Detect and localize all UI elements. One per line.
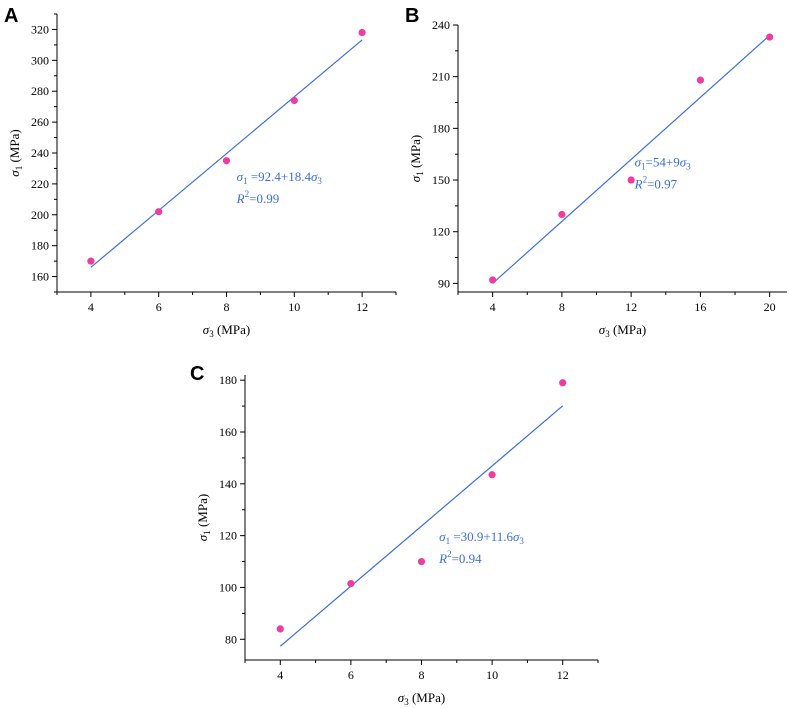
panel-label: C: [190, 363, 204, 385]
panel-label: B: [405, 5, 419, 27]
y-tick-label: 140: [219, 477, 237, 491]
data-point: [627, 176, 635, 184]
x-tick-label: 10: [288, 300, 300, 314]
x-tick-label: 8: [419, 668, 425, 682]
y-tick-label: 240: [432, 18, 450, 32]
y-tick-label: 240: [31, 146, 49, 160]
x-tick-label: 6: [156, 300, 162, 314]
y-tick-label: 200: [31, 208, 49, 222]
y-tick-label: 180: [31, 239, 49, 253]
r-squared: R2=0.94: [438, 549, 482, 566]
chart-panel-c: C 4 6 8 10 12 80 100 120 140 160 180 σ3 (MPa) σ1 (MPa…: [190, 363, 599, 707]
y-tick-label: 80: [225, 632, 237, 646]
x-tick-label: 4: [277, 668, 283, 682]
y-axis-title: σ1 (MPa): [408, 135, 425, 182]
data-point: [488, 471, 496, 479]
y-tick-label: 320: [31, 22, 49, 36]
x-tick-label: 4: [490, 300, 496, 314]
data-point: [417, 557, 426, 566]
y-tick-label: 160: [31, 270, 49, 284]
y-tick-label: 300: [31, 53, 49, 67]
chart-panel-b: B 4 8 12 16 20 90 120 150 180 210 240 σ3 (MPa) σ1 (MP…: [405, 5, 787, 339]
x-tick-label: 20: [764, 300, 776, 314]
fit-equation: σ1=54+9σ3: [635, 154, 692, 171]
y-axis-title: σ1 (MPa): [7, 129, 24, 176]
x-tick-label: 4: [88, 300, 94, 314]
y-axis-title: σ1 (MPa): [195, 494, 212, 541]
data-point: [347, 579, 355, 588]
fit-line: [492, 34, 771, 284]
data-point: [290, 96, 298, 105]
fit-equation: σ1 =92.4+18.4σ3: [237, 169, 323, 186]
r-squared: R2=0.97: [634, 174, 678, 191]
data-point: [222, 157, 231, 165]
data-point: [489, 276, 497, 284]
x-axis-title: σ3 (MPa): [398, 690, 445, 707]
y-tick-label: 100: [219, 580, 237, 594]
data-point: [155, 208, 163, 216]
y-tick-label: 220: [31, 177, 49, 191]
x-axis-title: σ3 (MPa): [203, 322, 250, 339]
x-tick-label: 12: [625, 300, 637, 314]
y-tick-label: 120: [432, 225, 450, 239]
data-point: [766, 33, 774, 41]
y-tick-label: 180: [219, 373, 237, 387]
y-tick-label: 160: [219, 425, 237, 439]
x-axis-title: σ3 (MPa): [599, 322, 646, 339]
x-tick-label: 12: [356, 300, 368, 314]
data-point: [276, 625, 284, 633]
x-tick-label: 16: [694, 300, 706, 314]
y-tick-label: 150: [432, 173, 450, 187]
y-tick-label: 260: [31, 115, 49, 129]
chart-panel-a: A 4 6 8 10 12 160 180 200 220 240 260 280 300 320 σ3 (M…: [4, 5, 397, 339]
y-tick-label: 210: [432, 70, 450, 84]
r-squared: R2=0.99: [236, 189, 280, 206]
y-tick-label: 180: [432, 121, 450, 135]
x-tick-label: 8: [224, 300, 230, 314]
fit-line: [90, 39, 363, 268]
x-tick-label: 10: [486, 668, 498, 682]
y-tick-label: 90: [438, 276, 450, 290]
data-point: [558, 210, 566, 219]
data-point: [696, 76, 705, 84]
y-tick-label: 280: [31, 84, 49, 98]
x-tick-label: 8: [559, 300, 565, 314]
data-point: [559, 379, 567, 387]
y-tick-label: 120: [219, 529, 237, 543]
data-point: [358, 28, 366, 37]
fit-equation: σ1 =30.9+11.6σ3: [439, 529, 524, 546]
x-tick-label: 6: [348, 668, 354, 682]
fit-line: [279, 405, 564, 647]
data-point: [87, 257, 95, 265]
panel-label: A: [4, 5, 18, 27]
x-tick-label: 12: [557, 668, 569, 682]
